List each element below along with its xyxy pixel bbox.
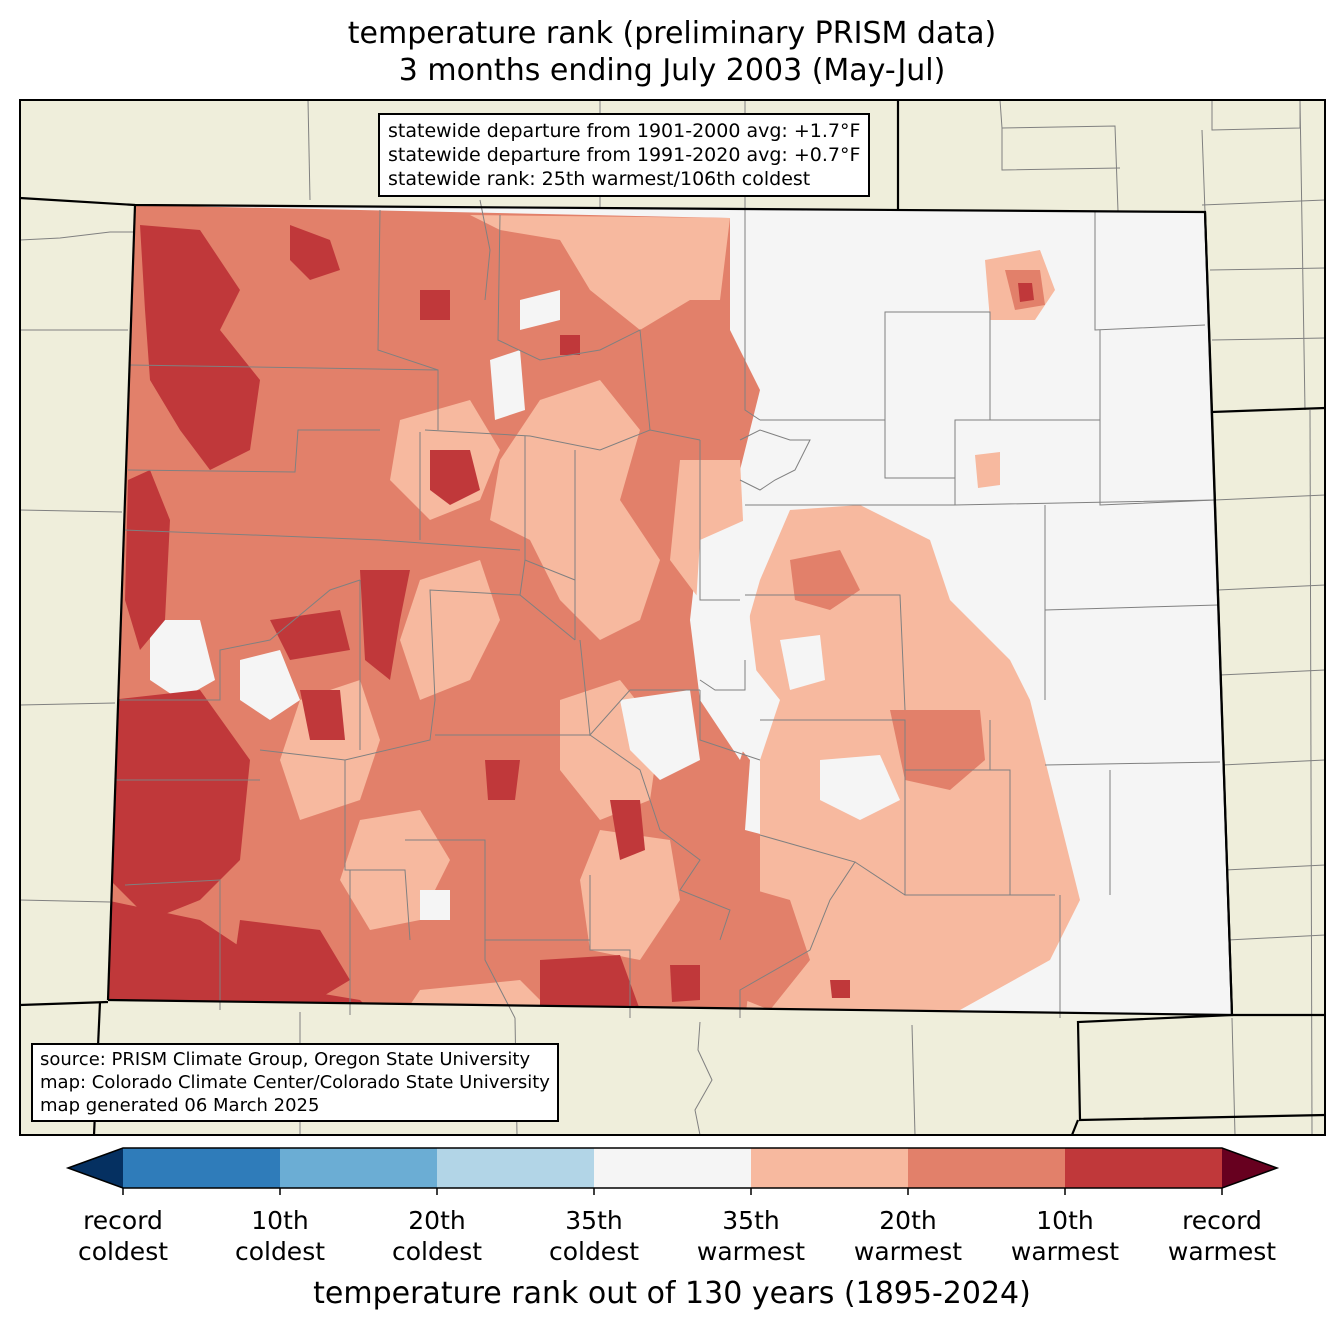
colorbar-axis-label: temperature rank out of 130 years (1895-… [313,1276,1031,1311]
source-line-2: map: Colorado Climate Center/Colorado St… [40,1072,550,1093]
state-boundaries [19,100,1326,1136]
stats-line-3: statewide rank: 25th warmest/106th colde… [388,168,811,190]
colorbar-segment [594,1148,752,1188]
colorbar-tick-label: 10th coldest [200,1205,360,1267]
colorbar-tick-label-line1: record [83,1206,163,1235]
colorbar-tick-label-line1: 35th [565,1206,623,1235]
colorbar-tick-label-line1: record [1182,1206,1262,1235]
stats-line-1: statewide departure from 1901-2000 avg: … [388,120,861,142]
colorbar-tick-label-line2: warmest [1167,1237,1277,1266]
colorbar-tick-label-line2: coldest [234,1237,326,1266]
colorbar-tick-label: 20th coldest [357,1205,517,1267]
colorbar-segment [1065,1148,1223,1188]
colorbar-extension-record-coldest [68,1148,123,1188]
colorbar-segment [437,1148,595,1188]
map-title-line2: 3 months ending July 2003 (May-Jul) [398,53,946,88]
rank-colorbar [65,1147,1280,1195]
colorbar-tick-label-line2: warmest [1010,1237,1120,1266]
colorado-county-lines [115,199,1221,1019]
colorbar-tick-label-line2: warmest [853,1237,963,1266]
colorbar-tick-label-line1: 20th [408,1206,466,1235]
colorbar-tick-label-line2: coldest [548,1237,640,1266]
colorbar-extension-record-warmest [1222,1148,1277,1188]
colorbar-tick-label: 35th coldest [514,1205,674,1267]
source-box: source: PRISM Climate Group, Oregon Stat… [31,1043,559,1122]
colorbar-tick-label-line1: 35th [722,1206,780,1235]
map-title-line1: temperature rank (preliminary PRISM data… [347,16,997,51]
source-line-3: map generated 06 March 2025 [40,1095,320,1116]
colorbar-segment [123,1148,281,1188]
colorbar-segment [751,1148,909,1188]
colorbar-tick-label-line1: 10th [1036,1206,1094,1235]
colorbar-tick-label-line2: coldest [391,1237,483,1266]
colorbar-tick-label: 20th warmest [828,1205,988,1267]
stats-line-2: statewide departure from 1991-2020 avg: … [388,144,861,166]
statewide-stats-box: statewide departure from 1901-2000 avg: … [378,113,871,197]
colorbar-tick-label-line1: 20th [879,1206,937,1235]
colorado-rank-field [108,205,1232,1015]
colorbar-tick-label-line1: 10th [251,1206,309,1235]
colorbar-tick-label-line2: warmest [696,1237,806,1266]
colorbar-tick-label-line2: coldest [77,1237,169,1266]
colorbar-tick-label: record coldest [43,1205,203,1267]
source-line-1: source: PRISM Climate Group, Oregon Stat… [40,1049,531,1070]
colorbar-segment [908,1148,1066,1188]
map-frame [19,99,1326,1136]
colorbar-tick-label: 10th warmest [985,1205,1145,1267]
colorbar-segment [280,1148,438,1188]
colorbar-tick-label: record warmest [1142,1205,1302,1267]
colorbar-tick-label: 35th warmest [671,1205,831,1267]
